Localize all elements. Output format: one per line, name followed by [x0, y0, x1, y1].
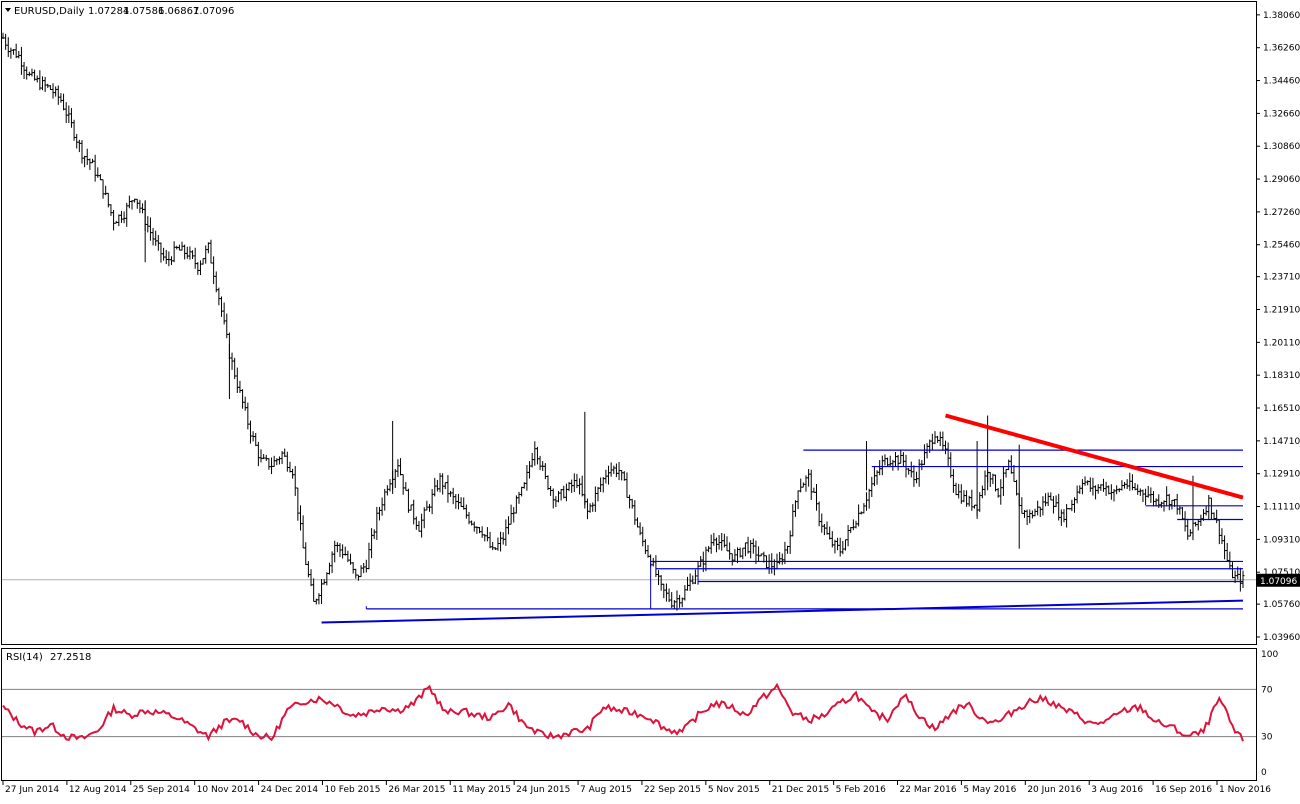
rsi-axis-labels: 100 70 30 0 — [1261, 650, 1278, 778]
price-tick-label: 1.16510 — [1263, 404, 1300, 414]
time-tick-label: 24 Jun 2015 — [516, 785, 570, 795]
price-axis-labels: 1.38060 1.36260 1.34460 1.32660 1.30860 1.290… — [1256, 11, 1300, 643]
time-tick-label: 22 Sep 2015 — [644, 785, 701, 795]
rsi-indicator-value: 27.2518 — [50, 652, 91, 663]
time-tick-label: 5 May 2016 — [963, 785, 1016, 795]
time-tick-label: 7 Aug 2015 — [580, 785, 632, 795]
price-tick-label: 1.38060 — [1263, 11, 1300, 21]
annotation-lines — [321, 413, 1244, 624]
time-tick-label: 12 Aug 2014 — [69, 785, 127, 795]
current-price-marker: 1.07096 — [1257, 573, 1300, 587]
close-value: 1.07096 — [193, 6, 234, 17]
time-tick-label: 27 Jun 2014 — [5, 785, 59, 795]
symbol-label: EURUSD,Daily — [14, 6, 85, 17]
price-tick-label: 1.11110 — [1263, 503, 1300, 513]
price-tick-label: 1.23710 — [1263, 273, 1300, 283]
descending-trendline[interactable] — [944, 413, 1244, 500]
rsi-levels — [2, 688, 1256, 738]
rsi-tick-label: 70 — [1261, 685, 1273, 695]
price-tick-label: 1.25460 — [1263, 241, 1300, 251]
price-tick-label: 1.30860 — [1263, 142, 1300, 152]
price-bars — [1, 32, 1245, 611]
time-tick-label: 5 Nov 2015 — [708, 785, 760, 795]
low-value: 1.06867 — [158, 6, 199, 17]
price-tick-label: 1.36260 — [1263, 44, 1300, 54]
price-tick-label: 1.18310 — [1263, 371, 1300, 381]
time-tick-label: 5 Feb 2016 — [836, 785, 887, 795]
price-tick-label: 1.21910 — [1263, 305, 1300, 315]
rsi-line-group — [2, 682, 1244, 742]
time-tick-label: 26 Mar 2015 — [388, 785, 445, 795]
rsi-line — [2, 682, 1244, 742]
price-tick-label: 1.14710 — [1263, 437, 1300, 447]
time-tick-label: 25 Sep 2014 — [133, 785, 190, 795]
time-tick-label: 22 Mar 2016 — [900, 785, 957, 795]
rsi-tick-label: 100 — [1261, 650, 1278, 660]
time-tick-label: 3 Aug 2016 — [1091, 785, 1143, 795]
high-value: 1.07586 — [123, 6, 164, 17]
price-tick-label: 1.12910 — [1263, 470, 1300, 480]
time-tick-label: 20 Jun 2016 — [1027, 785, 1081, 795]
price-tick-label: 1.20110 — [1263, 338, 1300, 348]
current-price-label: 1.07096 — [1260, 577, 1297, 587]
price-tick-label: 1.27260 — [1263, 208, 1300, 218]
rsi-indicator-name: RSI(14) — [6, 652, 43, 663]
time-tick-label: 21 Dec 2015 — [772, 785, 830, 795]
time-tick-label: 1 Nov 2016 — [1219, 785, 1271, 795]
time-tick-label: 10 Nov 2014 — [197, 785, 255, 795]
price-tick-label: 1.29060 — [1263, 175, 1300, 185]
time-tick-label: 24 Dec 2014 — [261, 785, 319, 795]
price-tick-label: 1.34460 — [1263, 77, 1300, 87]
support-trendline[interactable] — [321, 599, 1244, 624]
price-panel-frame — [1, 1, 1257, 645]
ohlc-bar — [1241, 570, 1245, 588]
price-tick-label: 1.05760 — [1263, 600, 1300, 610]
open-value: 1.07284 — [88, 6, 129, 17]
time-tick-label: 10 Feb 2015 — [324, 785, 380, 795]
rsi-tick-label: 30 — [1261, 733, 1273, 743]
time-tick-label: 11 May 2015 — [452, 785, 511, 795]
price-tick-label: 1.09310 — [1263, 535, 1300, 545]
time-axis: 27 Jun 2014 12 Aug 2014 25 Sep 2014 10 Nov … — [2, 781, 1271, 795]
symbol-dropdown-icon[interactable] — [5, 8, 11, 12]
price-tick-label: 1.32660 — [1263, 109, 1300, 119]
rsi-tick-label: 0 — [1261, 768, 1267, 778]
price-tick-label: 1.03960 — [1263, 633, 1300, 643]
price-tick-label: 1.07510 — [1263, 568, 1300, 578]
time-tick-label: 16 Sep 2016 — [1155, 785, 1212, 795]
